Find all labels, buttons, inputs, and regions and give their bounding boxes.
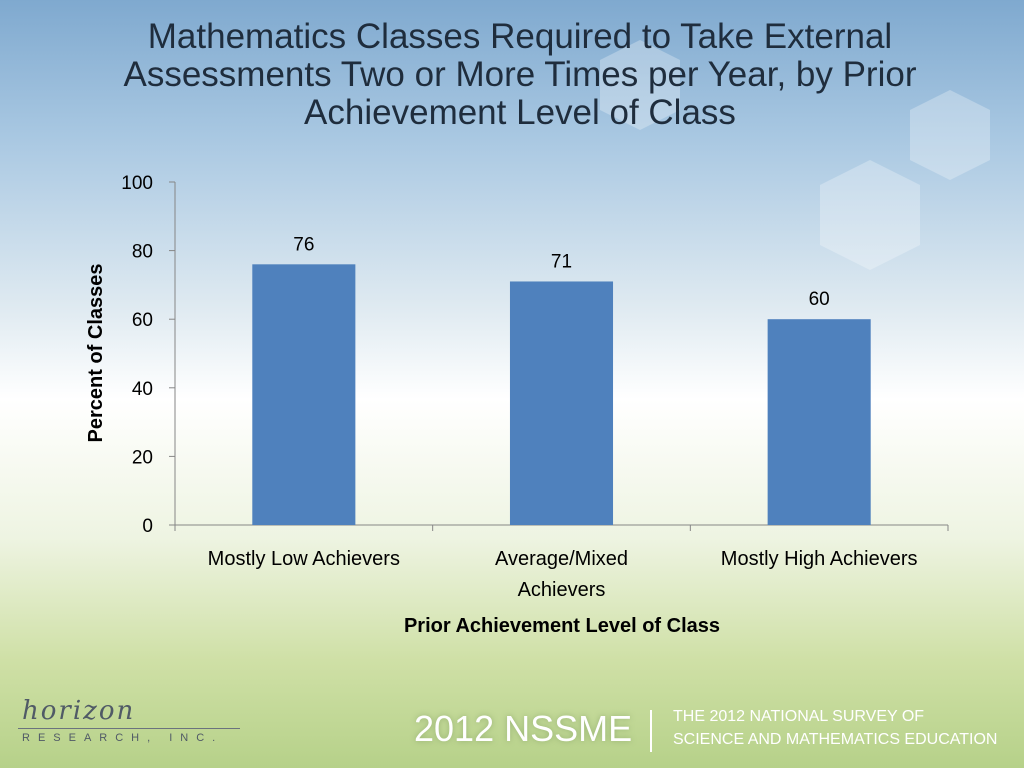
y-tick-label: 0 [142, 516, 153, 537]
bar [509, 281, 614, 525]
bar-data-label: 76 [293, 234, 314, 255]
nssme-brand: 2012 NSSME [414, 708, 633, 749]
bar-data-label: 71 [551, 251, 572, 272]
chart-title-line-2: Assessments Two or More Times per Year, … [123, 55, 917, 94]
x-tick-label: Average/Mixed [495, 548, 628, 570]
y-axis-label: Percent of Classes [85, 264, 107, 443]
bar [252, 264, 356, 525]
chart-title-line-1: Mathematics Classes Required to Take Ext… [147, 17, 893, 56]
bar-data-label: 60 [809, 289, 830, 310]
survey-name-line-1: THE 2012 NATIONAL SURVEY OF [673, 708, 925, 725]
bar-chart: 0 20 40 60 80 100 Mostly Low Achievers Average… [85, 173, 949, 637]
data-labels: 76 71 60 [293, 234, 829, 310]
y-tick-label: 100 [121, 173, 153, 194]
y-tick-label: 60 [132, 310, 153, 331]
y-tick-label: 20 [132, 447, 153, 468]
chart-title-line-3: Achievement Level of Class [304, 93, 736, 132]
logo-wordmark: horizon [22, 696, 136, 726]
logo-underline [18, 728, 240, 729]
y-tick-label: 40 [132, 379, 153, 400]
y-tick-label: 80 [132, 242, 153, 263]
logo-subtext: RESEARCH, INC. [22, 732, 224, 744]
x-tick-label: Mostly High Achievers [721, 548, 918, 570]
x-tick-label: Mostly Low Achievers [208, 548, 400, 570]
chart-title: Mathematics Classes Required to Take Ext… [90, 18, 950, 132]
bar [767, 319, 871, 525]
survey-name-line-2: SCIENCE AND MATHEMATICS EDUCATION [673, 731, 998, 748]
x-tick-label: Achievers [518, 579, 606, 601]
survey-name: THE 2012 NATIONAL SURVEY OF SCIENCE AND … [673, 705, 997, 751]
x-axis-label: Prior Achievement Level of Class [404, 615, 720, 637]
bars [252, 264, 871, 525]
y-axis: 0 20 40 60 80 100 [121, 173, 176, 537]
x-axis: Mostly Low Achievers Average/Mixed Achieve… [174, 524, 949, 601]
footer-divider [650, 710, 652, 752]
horizon-research-logo: horizon RESEARCH, INC. [18, 694, 248, 754]
